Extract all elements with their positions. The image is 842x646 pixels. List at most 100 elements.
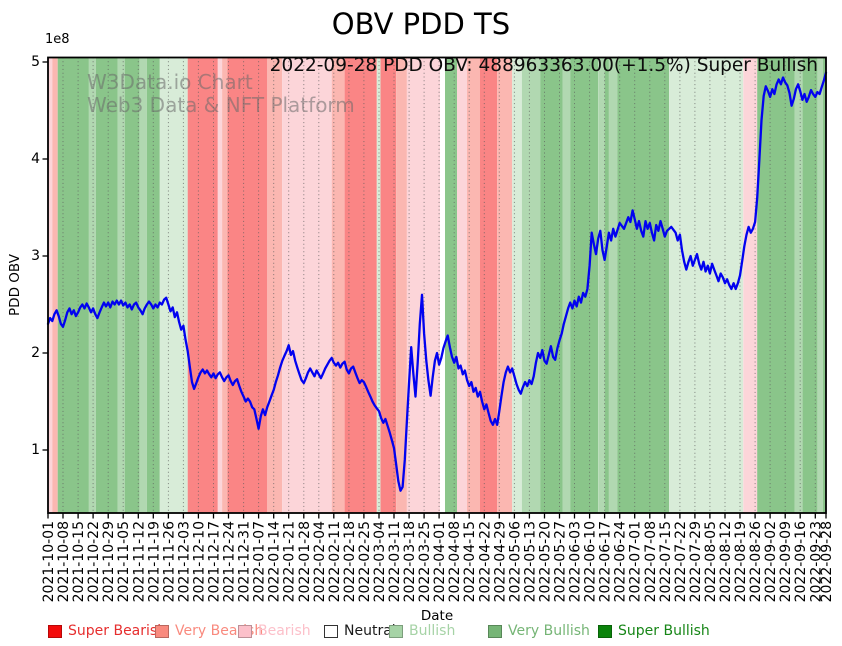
x-tick-label: 2021-12-31 — [237, 521, 253, 602]
sentiment-band-bearish — [48, 57, 53, 513]
x-tick-label: 2022-02-18 — [342, 521, 358, 602]
x-tick-label: 2022-07-01 — [628, 521, 644, 602]
series-line-pdd-obv — [46, 71, 828, 492]
sentiment-band-super_bullish — [57, 57, 89, 513]
sentiment-band-bullish — [669, 57, 744, 513]
x-tick-label: 2022-04-08 — [447, 521, 463, 602]
x-tick-label: 2022-03-18 — [402, 521, 418, 602]
sentiment-band-super_bearish — [480, 57, 498, 513]
x-tick-label: 2022-03-25 — [417, 521, 433, 602]
x-tick-label: 2022-02-25 — [357, 521, 373, 602]
x-tick-label: 2022-04-29 — [492, 521, 508, 602]
y-axis-label: PDD OBV — [7, 254, 23, 316]
x-tick-label: 2022-01-14 — [267, 521, 283, 602]
x-tick-label: 2022-05-06 — [507, 521, 523, 602]
x-tick-label: 2022-05-13 — [522, 521, 538, 602]
sentiment-band-very_bullish — [598, 57, 605, 513]
sentiment-band-very_bearish — [396, 57, 407, 513]
legend-item-very-bullish: Very Bullish — [488, 623, 590, 639]
y-ticks — [42, 61, 48, 451]
x-tick-label: 2022-08-26 — [748, 521, 764, 602]
x-tick-label: 2021-11-19 — [146, 521, 162, 602]
sentiment-band-super_bullish — [124, 57, 140, 513]
sentiment-band-super_bearish — [187, 57, 218, 513]
sentiment-band-super_bullish — [617, 57, 670, 513]
legend-swatch-very-bearish — [155, 624, 169, 638]
x-tick-label: 2022-07-15 — [658, 521, 674, 602]
x-tick-label: 2022-09-02 — [763, 521, 779, 602]
sentiment-band-super_bearish — [380, 57, 397, 513]
x-ticks — [47, 513, 827, 519]
sentiment-band-bullish — [376, 57, 381, 513]
sentiment-band-super_bullish — [802, 57, 818, 513]
x-tick-label: 2022-07-22 — [673, 521, 689, 602]
y-tick-label: 3 — [31, 248, 40, 264]
x-tick-label: 2021-12-17 — [207, 521, 223, 602]
x-tick-label: 2022-01-28 — [297, 521, 313, 602]
legend-label-neutral: Neutral — [344, 623, 396, 639]
x-tick-label: 2022-07-29 — [688, 521, 704, 602]
x-tick-label: 2022-09-16 — [793, 521, 809, 602]
x-tick-label: 2022-05-20 — [538, 521, 554, 602]
legend-label-bullish: Bullish — [409, 623, 456, 639]
x-tick-label: 2021-10-15 — [71, 521, 87, 602]
sentiment-band-very_bullish — [139, 57, 147, 513]
sentiment-band-very_bearish — [52, 57, 58, 513]
x-tick-label: 2021-11-05 — [116, 521, 132, 602]
legend-swatch-super-bearish — [48, 624, 62, 638]
legend-item-super-bearish: Super Bearish — [48, 623, 166, 639]
sentiment-band-super_bullish — [604, 57, 609, 513]
annotation-latest-obv: 2022-09-28 PDD OBV: 488963363.00(+1.5%) … — [269, 55, 818, 76]
x-tick-label: 2021-12-03 — [176, 521, 192, 602]
sentiment-band-super_bullish — [146, 57, 160, 513]
watermark: W3Data.io Chart Web3 Data & NFT Platform — [87, 71, 355, 117]
sentiment-band-very_bullish — [88, 57, 96, 513]
legend-swatch-super-bullish — [598, 624, 612, 638]
sentiment-band-very_bearish — [331, 57, 345, 513]
x-tick-label: 2022-09-28 — [819, 521, 835, 602]
sentiment-band-very_bullish — [608, 57, 618, 513]
y-tick-label: 1 — [31, 442, 40, 458]
sentiment-band-neutral — [440, 57, 445, 513]
x-tick-label: 2022-06-24 — [613, 521, 629, 602]
y-tick-labels: 1 2 3 4 5 — [31, 54, 40, 458]
x-tick-label: 2022-02-04 — [312, 521, 328, 602]
sentiment-band-bearish — [217, 57, 223, 513]
x-tick-label: 2022-01-21 — [282, 521, 298, 602]
x-tick-label: 2022-06-10 — [583, 521, 599, 602]
x-tick-label: 2022-06-17 — [598, 521, 614, 602]
sentiment-band-super_bearish — [227, 57, 268, 513]
legend-swatch-bullish — [389, 624, 403, 638]
legend-item-super-bullish: Super Bullish — [598, 623, 710, 639]
x-tick-label: 2022-07-08 — [643, 521, 659, 602]
x-tick-label: 2022-08-12 — [718, 521, 734, 602]
sentiment-band-very_bearish — [267, 57, 283, 513]
sentiment-band-bearish — [406, 57, 440, 513]
sentiment-band-very_bullish — [562, 57, 571, 513]
y-axis-offset-label: 1e8 — [45, 32, 70, 47]
x-tick-label: 2022-04-15 — [462, 521, 478, 602]
x-tick-label: 2021-10-22 — [86, 521, 102, 602]
x-tick-label: 2021-12-10 — [191, 521, 207, 602]
legend-item-bullish: Bullish — [389, 623, 455, 639]
sentiment-band-very_bearish — [466, 57, 480, 513]
sentiment-band-very_bullish — [794, 57, 803, 513]
axes-spines — [47, 56, 827, 514]
legend-label-super-bullish: Super Bullish — [618, 623, 710, 639]
plot-border — [47, 56, 827, 514]
legend-swatch-bearish — [238, 624, 252, 638]
sentiment-band-bullish — [512, 57, 522, 513]
x-tick-label: 2022-06-03 — [568, 521, 584, 602]
x-tick-label: 2022-05-27 — [553, 521, 569, 602]
legend-swatch-neutral — [324, 624, 338, 638]
sentiment-band-super_bullish — [95, 57, 118, 513]
x-tick-label: 2021-10-08 — [56, 521, 72, 602]
legend-item-bearish: Bearish — [238, 623, 311, 639]
y-tick-label: 4 — [31, 151, 40, 167]
x-tick-label: 2022-01-07 — [252, 521, 268, 602]
legend-label-bearish: Bearish — [258, 623, 311, 639]
chart-title: OBV PDD TS — [331, 7, 511, 41]
x-tick-label: 2021-11-12 — [131, 521, 147, 602]
legend-item-neutral: Neutral — [324, 623, 396, 639]
y-tick-label: 2 — [31, 345, 40, 361]
